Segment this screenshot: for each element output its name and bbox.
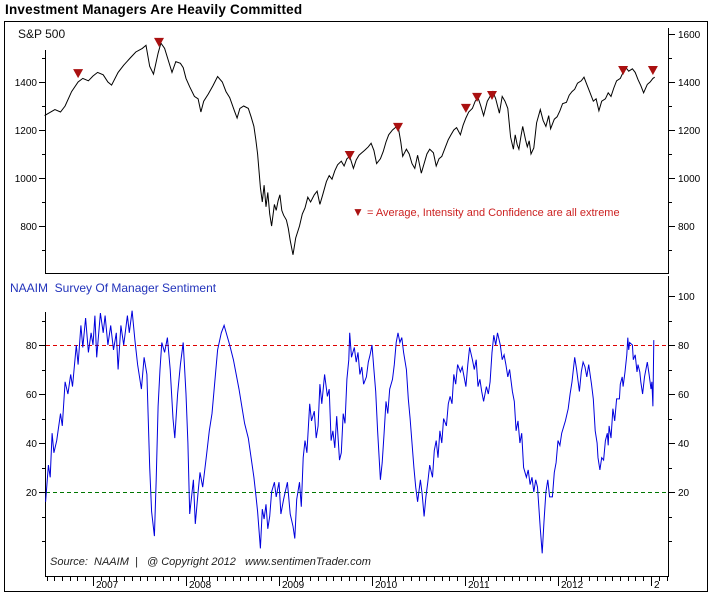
legend-text: = Average, Intensity and Confidence are … [363,207,620,219]
triangle-down-icon: ▼ [352,205,364,219]
source-copyright-line: Source: NAAIM | @ Copyright 2012 www.sen… [50,556,371,568]
chart-frame [4,21,708,592]
page-title: Investment Managers Are Heavily Committe… [5,2,303,17]
sp500-chart-title: S&P 500 [18,27,66,41]
naaim-chart-title: NAAIM Survey Of Manager Sentiment [10,281,217,295]
extreme-signal-legend: ▼ = Average, Intensity and Confidence ar… [352,205,620,219]
